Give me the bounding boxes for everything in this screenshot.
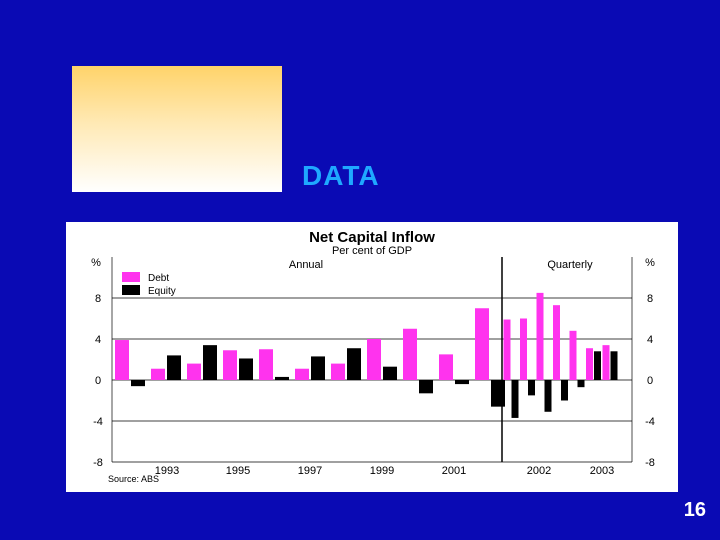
net-capital-inflow-chart: Net Capital Inflow Per cent of GDP Annua… (91, 229, 655, 484)
debt-bar (586, 348, 593, 380)
equity-bar (491, 380, 505, 407)
gradient-decoration-box (72, 66, 282, 192)
debt-bar (536, 292, 544, 380)
equity-bar (419, 380, 433, 394)
debt-bar (115, 340, 129, 380)
equity-bar (311, 356, 325, 380)
equity-bar (455, 380, 469, 385)
right-axis-unit: % (645, 257, 655, 269)
debt-bar (602, 345, 610, 380)
slide-title: DATA (302, 160, 380, 191)
y-tick-label-right: 0 (647, 375, 653, 387)
y-tick-label-right: 4 (647, 334, 653, 346)
debt-bar (331, 363, 345, 380)
x-tick-label: 2002 (527, 465, 551, 477)
legend-label-equity: Equity (148, 286, 176, 297)
debt-bar (569, 330, 577, 380)
equity-bar (383, 366, 397, 380)
legend-swatch-debt (122, 272, 140, 282)
x-tick-label: 2003 (590, 465, 614, 477)
equity-bar (131, 380, 145, 387)
legend-swatch-equity (122, 285, 140, 295)
debt-bar (295, 368, 309, 380)
section-label-annual: Annual (289, 259, 323, 271)
y-tick-label-left: 4 (95, 334, 101, 346)
debt-bar (187, 363, 201, 380)
chart-legend: Debt Equity (122, 272, 176, 297)
y-tick-label-right: 8 (647, 293, 653, 305)
debt-bar (223, 350, 237, 380)
debt-bar (151, 368, 165, 380)
y-tick-label-left: 0 (95, 375, 101, 387)
equity-bar (610, 351, 618, 380)
debt-bar (475, 308, 489, 380)
y-tick-label-left: -4 (93, 416, 103, 428)
chart-panel: Net Capital Inflow Per cent of GDP Annua… (66, 222, 678, 492)
section-label-quarterly: Quarterly (547, 259, 593, 271)
x-tick-label: 1995 (226, 465, 250, 477)
chart-bars (115, 292, 618, 418)
left-axis-unit: % (91, 257, 101, 269)
x-axis-labels: 1993 1995 1997 1999 2001 2002 2003 (155, 465, 614, 477)
equity-bar (577, 380, 585, 388)
y-tick-label-left: -8 (93, 457, 103, 469)
chart-subtitle: Per cent of GDP (332, 245, 412, 257)
debt-bar (403, 328, 417, 380)
source-note: Source: ABS (108, 474, 159, 484)
equity-bar (347, 348, 361, 380)
equity-bar (511, 380, 519, 418)
y-ticks-left: -8 -4 0 4 8 (93, 293, 103, 469)
debt-bar (553, 305, 560, 380)
y-tick-label-right: -8 (645, 457, 655, 469)
debt-bar (503, 319, 511, 380)
page-number: 16 (683, 499, 706, 521)
x-tick-label: 1997 (298, 465, 322, 477)
debt-bar (520, 318, 527, 380)
x-tick-label: 1999 (370, 465, 394, 477)
x-tick-label: 1993 (155, 465, 179, 477)
debt-bar (367, 339, 381, 380)
y-ticks-right: -8 -4 0 4 8 (645, 293, 655, 469)
legend-label-debt: Debt (148, 273, 169, 284)
debt-bar (259, 349, 273, 380)
debt-bar (439, 354, 453, 380)
equity-bar (203, 345, 217, 380)
chart-title: Net Capital Inflow (309, 229, 435, 246)
equity-bar (167, 355, 181, 380)
equity-bar (528, 380, 535, 396)
x-tick-label: 2001 (442, 465, 466, 477)
equity-bar (594, 351, 601, 380)
y-tick-label-right: -4 (645, 416, 655, 428)
equity-bar (275, 376, 289, 380)
equity-bar (239, 358, 253, 380)
equity-bar (544, 380, 552, 412)
equity-bar (561, 380, 568, 401)
y-tick-label-left: 8 (95, 293, 101, 305)
